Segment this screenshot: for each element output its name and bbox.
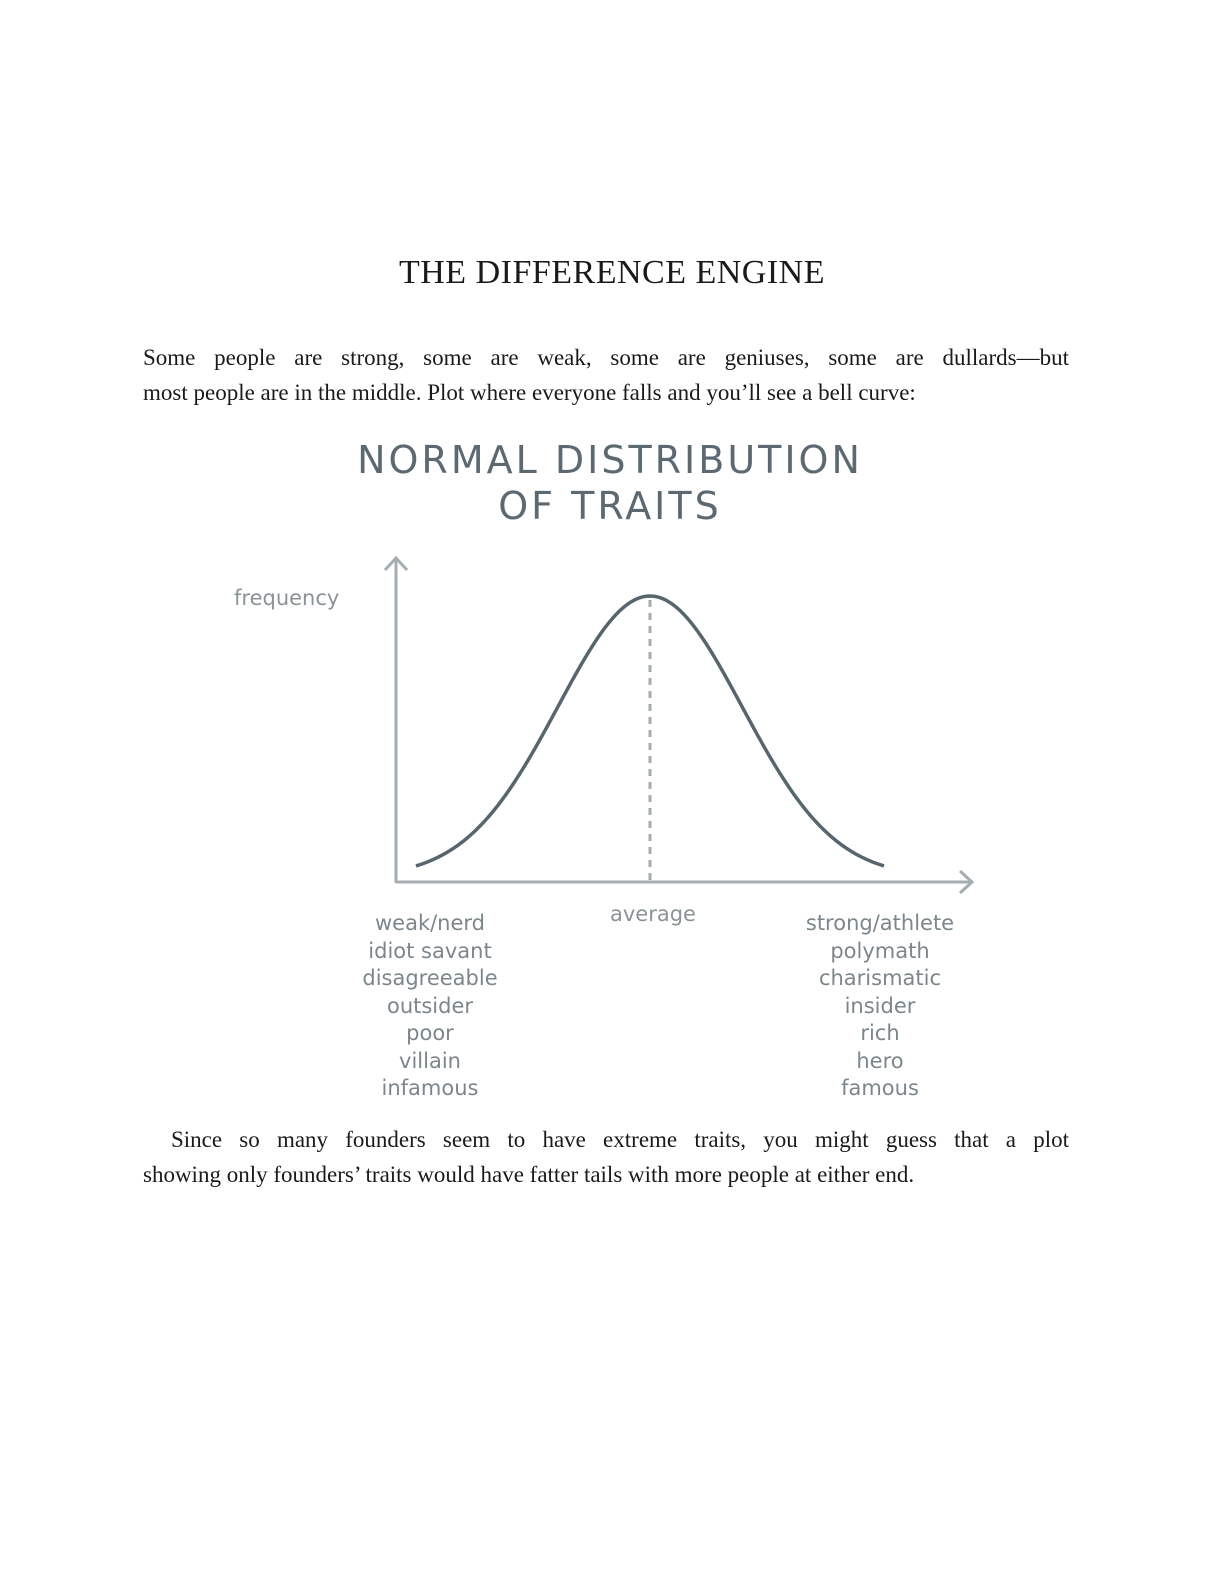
left-trait: outsider xyxy=(386,993,474,1018)
right-trait: rich xyxy=(860,1021,900,1045)
right-trait: strong/athlete xyxy=(805,911,955,935)
intro-paragraph-line: most people are in the middle. Plot wher… xyxy=(143,380,916,405)
left-trait: infamous xyxy=(381,1076,479,1100)
left-trait: weak/nerd xyxy=(374,911,486,935)
x-axis-arrow-icon xyxy=(958,869,975,895)
intro-paragraph: Some people are strong, some are weak, s… xyxy=(143,340,1069,410)
left-trait: disagreeable xyxy=(362,966,498,990)
bell-curve-figure: NORMAL DISTRIBUTION OF TRAITS frequency … xyxy=(200,430,1020,1120)
followup-paragraph-line: Since so many founders seem to have extr… xyxy=(171,1127,1069,1152)
right-traits-list: strong/athlete polymath charismatic insi… xyxy=(770,910,990,1103)
figure-title-line-1: NORMAL DISTRIBUTION xyxy=(357,438,863,482)
right-trait: hero xyxy=(856,1048,904,1073)
right-trait: famous xyxy=(841,1076,919,1100)
left-trait: poor xyxy=(406,1021,454,1045)
left-trait: idiot savant xyxy=(368,938,492,963)
followup-paragraph: Since so many founders seem to have extr… xyxy=(143,1122,1069,1192)
intro-paragraph-line: Some people are strong, some are weak, s… xyxy=(143,345,1069,370)
left-trait: villain xyxy=(399,1048,461,1073)
average-label: average xyxy=(610,902,696,926)
left-traits-list: weak/nerd idiot savant disagreeable outs… xyxy=(320,910,540,1103)
followup-paragraph-line: showing only founders’ traits would have… xyxy=(143,1162,915,1187)
right-trait: polymath xyxy=(830,938,930,963)
chapter-title: THE DIFFERENCE ENGINE xyxy=(398,254,826,291)
y-axis-arrow-icon xyxy=(383,555,409,572)
y-axis-label: frequency xyxy=(234,586,340,610)
right-trait: insider xyxy=(844,993,916,1018)
bell-curve-line xyxy=(415,594,885,868)
figure-title-line-2: OF TRAITS xyxy=(498,484,722,528)
right-trait: charismatic xyxy=(818,966,942,990)
bell-curve-chart xyxy=(383,555,975,895)
